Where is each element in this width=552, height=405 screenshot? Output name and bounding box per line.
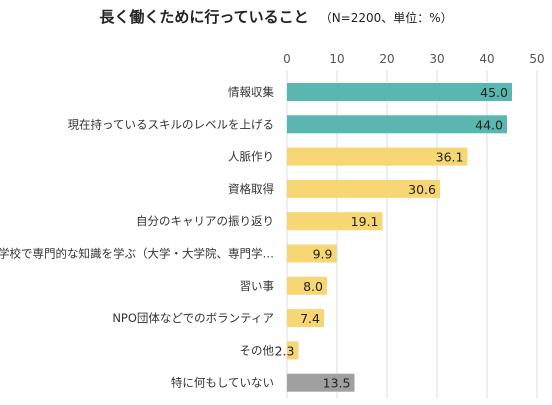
category-label-layer: 情報収集現在持っているスキルのレベルを上げる人脈作り資格取得自分のキャリアの振り…	[0, 85, 274, 390]
chart-title-main: 長く働くために行っていること	[99, 8, 309, 26]
tick-label-30: 30	[429, 52, 444, 66]
bar-8	[287, 341, 299, 360]
value-label-7: 7.4	[300, 311, 320, 326]
chart-subtitle: （N=2200、単位：%）	[319, 11, 453, 25]
tick-label-layer: 0 10 20 30 40 50	[283, 52, 544, 66]
bar-9	[287, 373, 355, 392]
value-label-1: 44.0	[475, 117, 503, 132]
bar-3	[287, 179, 440, 198]
bar-6	[287, 276, 327, 295]
bar-0	[287, 83, 512, 101]
value-label-layer: 45.0 44.0 36.1 30.6 19.1 9.9 8.0 7.4 2.3 13.5	[275, 85, 508, 391]
category-label-2: 人脈作り	[228, 150, 274, 164]
value-label-5: 9.9	[313, 247, 333, 262]
bar-layer	[287, 83, 512, 392]
category-label-7: NPO団体などでのボランティア	[112, 311, 274, 325]
bar-7	[287, 309, 324, 328]
category-label-5: 学校で専門的な知識を学ぶ（大学・大学院、専門学…	[0, 247, 274, 261]
category-label-0: 情報収集	[228, 85, 274, 99]
value-label-0: 45.0	[480, 85, 508, 100]
tick-label-20: 20	[379, 52, 394, 66]
category-label-3: 資格取得	[228, 182, 274, 196]
category-label-8: その他	[240, 343, 275, 357]
tick-label-0: 0	[283, 52, 291, 66]
tick-label-50: 50	[529, 52, 544, 66]
bar-4	[287, 212, 383, 231]
category-label-1: 現在持っているスキルのレベルを上げる	[68, 117, 274, 131]
value-label-6: 8.0	[303, 279, 323, 294]
value-label-8: 2.3	[275, 343, 295, 358]
value-label-3: 30.6	[408, 182, 436, 197]
tick-label-10: 10	[329, 52, 344, 66]
bar-1	[287, 115, 507, 134]
bar-5	[287, 244, 337, 263]
category-label-9: 特に何もしていない	[171, 376, 274, 390]
value-label-4: 19.1	[351, 214, 379, 229]
value-label-9: 13.5	[323, 376, 351, 391]
bar-2	[287, 147, 468, 166]
category-label-6: 習い事	[240, 279, 275, 293]
value-label-2: 36.1	[436, 150, 464, 165]
category-label-4: 自分のキャリアの振り返り	[136, 214, 274, 228]
tick-label-40: 40	[479, 52, 494, 66]
chart-title: 長く働くために行っていること （N=2200、単位：%）	[0, 6, 552, 27]
